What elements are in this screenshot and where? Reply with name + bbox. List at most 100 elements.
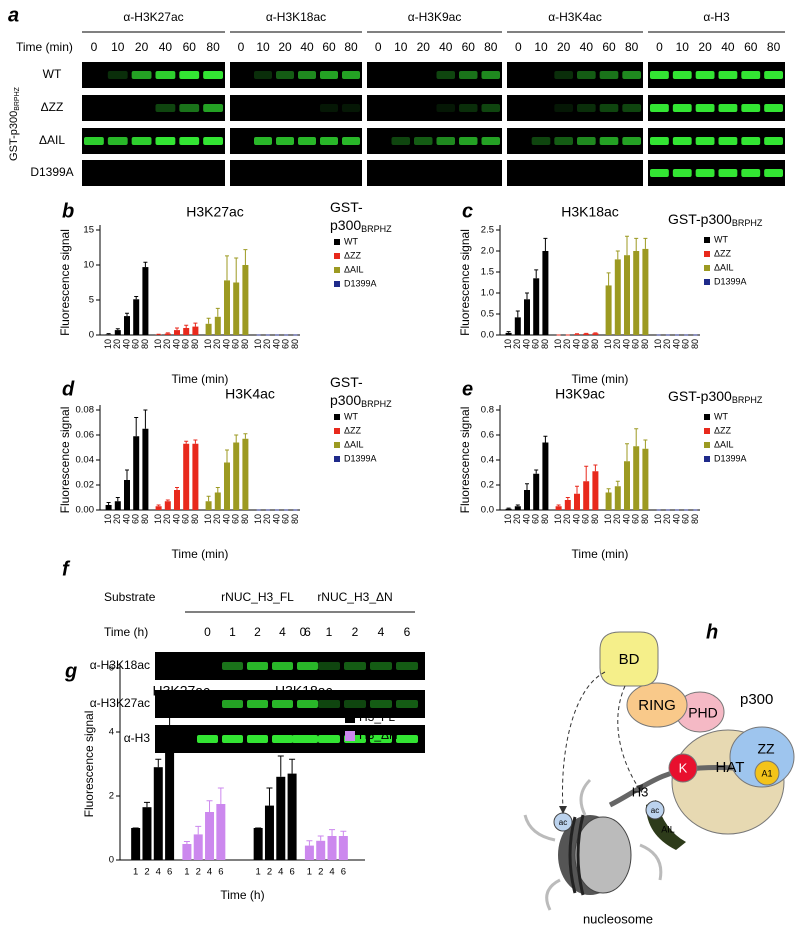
x-tick-label: 1 xyxy=(307,867,312,878)
x-tick-label: 40 xyxy=(621,339,631,349)
legend-label: ΔAIL xyxy=(344,439,364,449)
bar xyxy=(205,323,212,335)
band xyxy=(342,71,360,79)
row-label: α-H3 xyxy=(124,731,151,745)
x-tick-label: 40 xyxy=(271,339,281,349)
bar xyxy=(542,251,549,335)
bar xyxy=(555,506,562,510)
legend-label: WT xyxy=(344,236,358,246)
error-bar xyxy=(525,483,529,490)
x-tick-label: 20 xyxy=(112,514,122,524)
x-tick-label: 2 xyxy=(318,867,323,878)
x-tick-label: 60 xyxy=(631,514,641,524)
error-bar xyxy=(634,237,639,251)
bar xyxy=(524,490,530,510)
blot-box xyxy=(648,128,785,154)
legend-swatch xyxy=(704,428,710,434)
y-tick-label: 0 xyxy=(109,855,114,866)
y-tick-label: 0.08 xyxy=(76,405,95,416)
panel-letter: a xyxy=(8,4,19,26)
error-bar xyxy=(317,835,324,841)
substrate-label: Substrate xyxy=(104,590,156,604)
x-tick-label: 80 xyxy=(590,514,600,524)
error-bar xyxy=(183,840,190,844)
error-bar xyxy=(243,249,248,265)
x-tick-label: 1 xyxy=(184,867,189,878)
x-tick-label: 20 xyxy=(162,514,172,524)
band xyxy=(222,662,243,670)
legend-title-sub: BRPHZ xyxy=(361,224,392,234)
band xyxy=(396,662,418,670)
band xyxy=(650,137,669,145)
time-tick: 40 xyxy=(439,40,453,54)
band xyxy=(203,104,223,112)
band xyxy=(718,71,738,79)
band xyxy=(695,137,715,145)
antibody-label: α-H3K18ac xyxy=(266,10,326,24)
chart-title: H3K27ac xyxy=(186,204,244,220)
band xyxy=(320,137,338,145)
error-bar xyxy=(575,485,579,494)
band xyxy=(272,735,293,743)
error-bar xyxy=(234,257,239,283)
band xyxy=(292,735,314,743)
x-tick-label: 80 xyxy=(190,514,200,524)
x-tick-label: 20 xyxy=(212,339,222,349)
legend-label: ΔAIL xyxy=(344,264,364,274)
error-bar xyxy=(534,269,539,279)
error-bar xyxy=(243,433,248,439)
band xyxy=(764,169,783,177)
bar xyxy=(131,828,141,860)
bar xyxy=(214,316,221,335)
error-bar xyxy=(125,469,129,480)
band xyxy=(318,735,340,743)
y-tick-label: 6 xyxy=(109,663,114,674)
x-tick-label: 10 xyxy=(553,514,563,524)
x-tick-label: 6 xyxy=(218,867,223,878)
legend-label: ΔZZ xyxy=(344,425,362,435)
x-tick-label: 60 xyxy=(631,339,641,349)
y-tick-label: 0.06 xyxy=(76,430,95,441)
x-tick-label: 2 xyxy=(267,867,272,878)
x-tick-label: 40 xyxy=(121,339,131,349)
time-tick: 4 xyxy=(279,625,286,639)
legend-swatch xyxy=(704,251,710,257)
k-circle xyxy=(668,753,698,783)
blot-box xyxy=(648,62,785,88)
legend-title-text: GST- xyxy=(330,374,363,390)
y-tick-label: 0.6 xyxy=(481,430,494,441)
legend-label: ΔZZ xyxy=(344,250,362,260)
time-tick: 2 xyxy=(254,625,261,639)
x-tick-label: 40 xyxy=(121,514,131,524)
bar xyxy=(287,773,297,860)
band xyxy=(764,104,783,112)
antibody-label: α-H3K4ac xyxy=(548,10,602,24)
chart-title: H3K9ac xyxy=(555,386,605,402)
x-tick-label: 40 xyxy=(221,514,231,524)
band xyxy=(272,700,293,708)
band xyxy=(599,71,619,79)
band xyxy=(741,71,761,79)
error-bar xyxy=(165,332,170,334)
bar xyxy=(614,259,621,335)
bd-domain xyxy=(599,631,659,687)
bar xyxy=(233,282,240,335)
blot-box xyxy=(82,128,225,154)
x-tick-label: 40 xyxy=(671,339,681,349)
bar xyxy=(124,480,130,510)
error-bar xyxy=(115,328,120,331)
x-tick-label: 20 xyxy=(162,339,172,349)
x-tick-label: 10 xyxy=(253,514,263,524)
error-bar xyxy=(543,435,548,443)
band xyxy=(344,700,366,708)
legend-swatch xyxy=(704,442,710,448)
bar xyxy=(192,326,199,335)
error-bar xyxy=(125,312,129,317)
band xyxy=(179,104,200,112)
error-bar xyxy=(515,504,520,507)
error-bar xyxy=(106,502,111,505)
bar xyxy=(233,442,240,510)
bar xyxy=(174,490,180,510)
blot-box xyxy=(82,62,225,88)
band xyxy=(414,137,433,145)
